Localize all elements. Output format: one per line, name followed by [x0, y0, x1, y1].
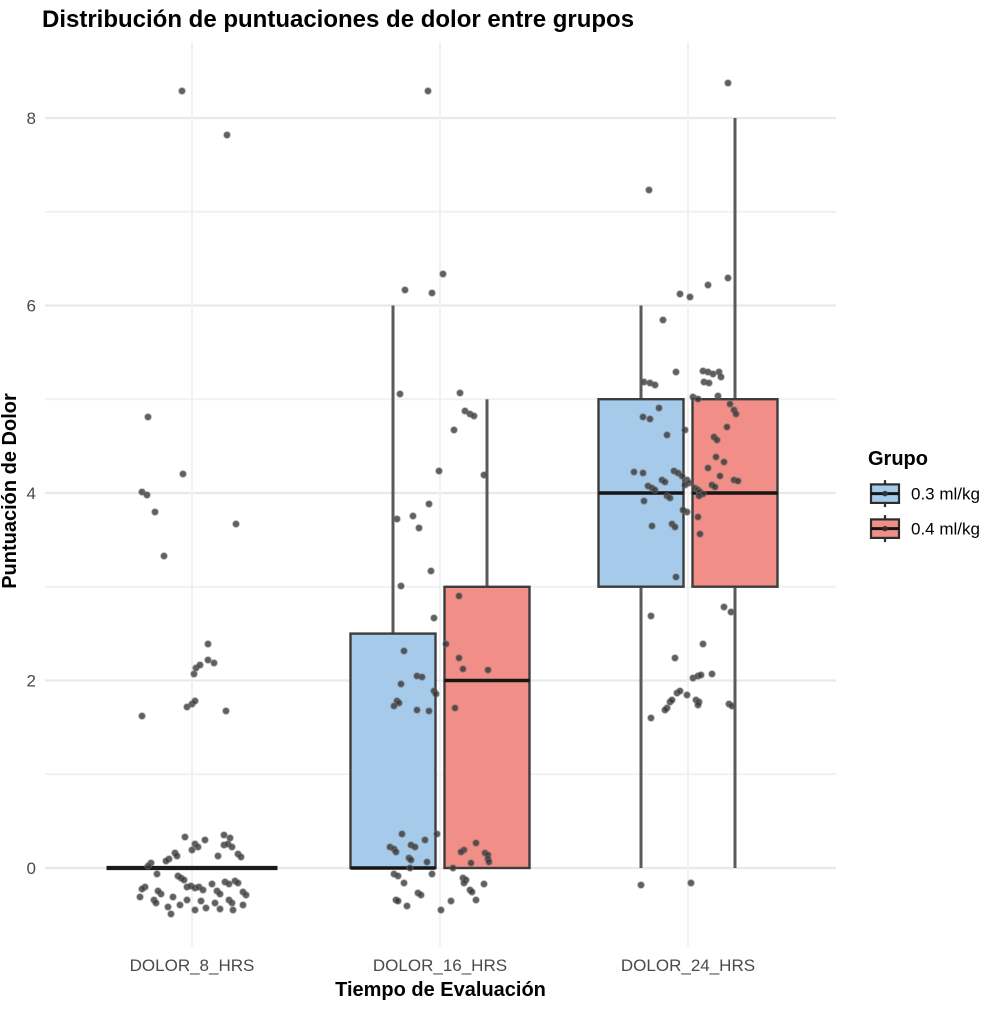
svg-text:Tiempo de Evaluación: Tiempo de Evaluación [335, 979, 546, 1001]
svg-text:DOLOR_16_HRS: DOLOR_16_HRS [373, 956, 507, 975]
svg-text:0.4 ml/kg: 0.4 ml/kg [911, 520, 980, 539]
svg-text:Distribución de puntuaciones d: Distribución de puntuaciones de dolor en… [42, 6, 634, 33]
svg-text:4: 4 [27, 484, 36, 503]
svg-text:8: 8 [27, 109, 36, 128]
svg-text:0.3 ml/kg: 0.3 ml/kg [911, 485, 980, 504]
svg-text:Puntuación de Dolor: Puntuación de Dolor [0, 393, 21, 589]
svg-text:DOLOR_8_HRS: DOLOR_8_HRS [130, 956, 255, 975]
svg-text:2: 2 [27, 672, 36, 691]
svg-text:0: 0 [27, 859, 36, 878]
svg-text:6: 6 [27, 297, 36, 316]
svg-text:DOLOR_24_HRS: DOLOR_24_HRS [621, 956, 755, 975]
svg-text:Grupo: Grupo [868, 448, 928, 470]
